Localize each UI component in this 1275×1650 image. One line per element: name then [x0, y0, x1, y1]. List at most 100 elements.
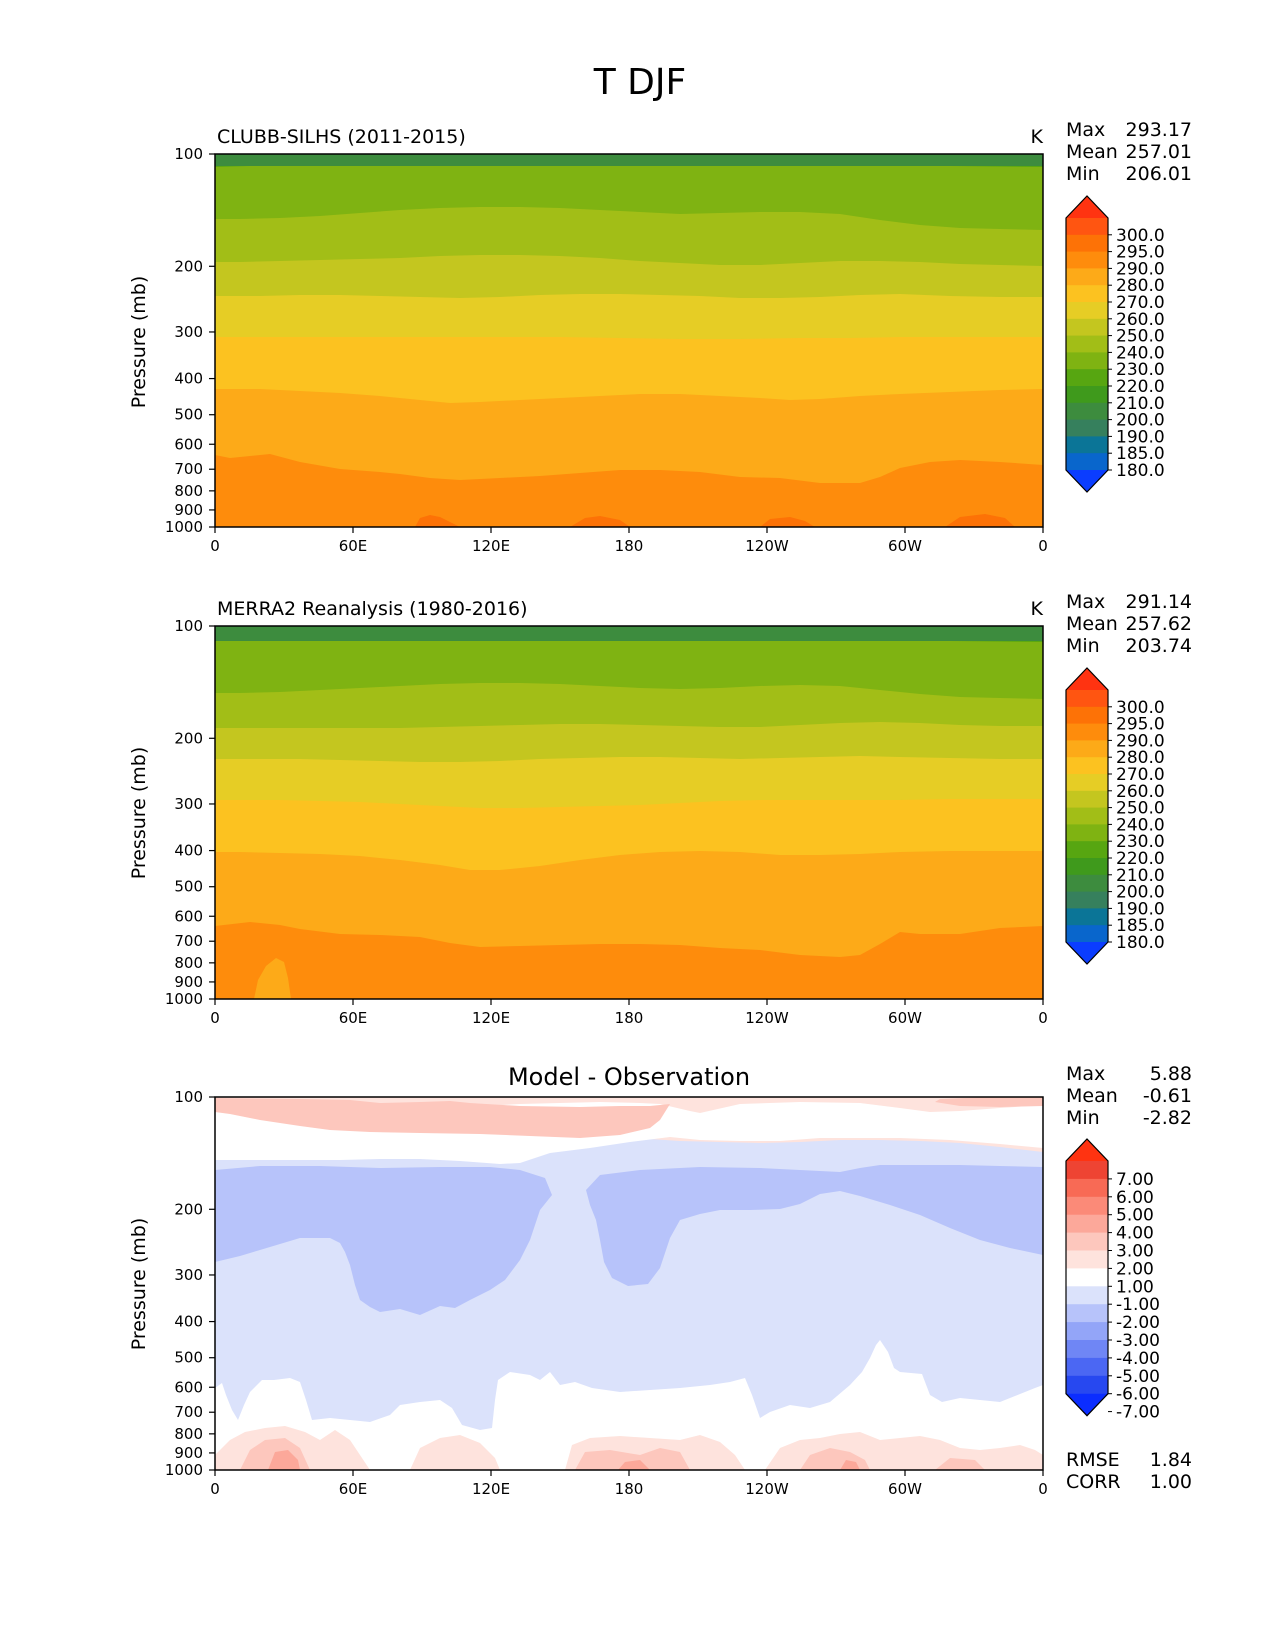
colorbar-swatch	[1066, 1340, 1108, 1359]
contour-field	[215, 626, 1043, 999]
colorbar-label: -3.00	[1116, 1331, 1160, 1351]
colorbar-swatch	[1066, 1357, 1108, 1377]
colorbar-swatch	[1066, 218, 1108, 236]
units-label: K	[1031, 598, 1044, 620]
colorbar-extend-max	[1066, 196, 1108, 218]
colorbar-swatch	[1066, 925, 1108, 943]
colorbar-label: -2.00	[1116, 1313, 1160, 1333]
colorbar-label: 290.0	[1116, 259, 1165, 279]
band-200-210	[215, 626, 1043, 641]
colorbar-label: 190.0	[1116, 899, 1165, 919]
colorbar-label: 6.00	[1116, 1188, 1154, 1208]
colorbar-swatch	[1066, 1286, 1108, 1305]
stat-min-value: -2.82	[1143, 1107, 1192, 1129]
y-axis-label: Pressure (mb)	[128, 747, 150, 880]
metric-corr-label: CORR	[1066, 1471, 1121, 1493]
colorbar-label: 180.0	[1116, 933, 1165, 953]
stat-max-label: Max	[1066, 119, 1105, 141]
x-tick-label: 120W	[745, 1480, 789, 1498]
colorbar-swatch	[1066, 251, 1108, 269]
x-axis: 0 60E 120E 180 120W 60W 0	[210, 999, 1048, 1027]
colorbar-swatch	[1066, 1268, 1108, 1287]
stat-mean-label: Mean	[1066, 613, 1118, 635]
colorbar-extend-min	[1066, 470, 1108, 492]
stat-max-label: Max	[1066, 591, 1105, 613]
y-tick-label: 100	[174, 617, 203, 635]
y-tick-label: 800	[174, 1425, 203, 1443]
y-tick-label: 500	[174, 1349, 203, 1367]
stat-min-label: Min	[1066, 1107, 1100, 1129]
colorbar-label: 210.0	[1116, 394, 1165, 414]
y-tick-label: 200	[174, 257, 203, 275]
x-tick-label: 60E	[339, 537, 368, 555]
stat-mean-label: Mean	[1066, 1085, 1118, 1107]
colorbar-label: 260.0	[1116, 310, 1165, 330]
colorbar-swatch	[1066, 1375, 1108, 1395]
colorbar-label: 295.0	[1116, 715, 1165, 735]
y-tick-label: 300	[174, 323, 203, 341]
stat-min-value: 203.74	[1126, 635, 1192, 657]
y-axis-label: Pressure (mb)	[128, 276, 150, 409]
metrics-box: RMSE 1.84 CORR 1.00	[1066, 1449, 1192, 1493]
colorbar-label: 185.0	[1116, 444, 1165, 464]
colorbar-label: 5.00	[1116, 1206, 1154, 1226]
panel-title: MERRA2 Reanalysis (1980-2016)	[217, 598, 528, 620]
x-tick-label: 60E	[339, 1009, 368, 1027]
units-label: K	[1031, 126, 1044, 148]
colorbar-swatch	[1066, 386, 1108, 404]
x-tick-label: 60W	[888, 1480, 922, 1498]
stat-max-value: 291.14	[1126, 591, 1192, 613]
x-tick-label: 60W	[888, 1009, 922, 1027]
band-neg3-neg2	[215, 1165, 1043, 1315]
y-tick-label: 800	[174, 954, 203, 972]
y-tick-label: 600	[174, 907, 203, 925]
stat-mean-label: Mean	[1066, 141, 1118, 163]
colorbar-swatch	[1066, 706, 1108, 725]
y-tick-label: 200	[174, 1200, 203, 1218]
metric-corr-value: 1.00	[1150, 1471, 1192, 1493]
y-tick-label: 700	[174, 460, 203, 478]
stat-max-value: 5.88	[1150, 1063, 1192, 1085]
colorbar-swatch	[1066, 335, 1108, 353]
stat-min-label: Min	[1066, 635, 1100, 657]
colorbar-label: 210.0	[1116, 866, 1165, 886]
colorbar-swatch	[1066, 402, 1108, 421]
panel-title: CLUBB-SILHS (2011-2015)	[217, 126, 466, 148]
colorbar-swatch	[1066, 1214, 1108, 1234]
colorbar-swatch	[1066, 908, 1108, 926]
colorbar: 7.006.005.004.003.002.001.00-1.00-2.00-3…	[1065, 1138, 1160, 1423]
y-tick-label: 300	[174, 795, 203, 813]
metric-rmse-label: RMSE	[1066, 1449, 1120, 1471]
y-tick-label: 700	[174, 1403, 203, 1421]
colorbar-swatch	[1066, 824, 1108, 842]
x-tick-label: 0	[1038, 1480, 1048, 1498]
colorbar-swatch	[1066, 690, 1108, 708]
colorbar-swatch	[1066, 1232, 1108, 1251]
colorbar-swatch	[1066, 268, 1108, 286]
colorbar-label: 200.0	[1116, 411, 1165, 431]
colorbar-swatch	[1066, 234, 1108, 253]
colorbar-label: -7.00	[1116, 1403, 1160, 1423]
colorbar-label: 4.00	[1116, 1224, 1154, 1244]
colorbar-swatch	[1066, 874, 1108, 893]
colorbar-swatch	[1066, 302, 1108, 320]
colorbar-label: 1.00	[1116, 1277, 1154, 1297]
x-tick-label: 180	[615, 537, 644, 555]
colorbar-label: -6.00	[1116, 1385, 1160, 1405]
band-220-230	[215, 626, 1043, 699]
metric-rmse-value: 1.84	[1150, 1449, 1192, 1471]
colorbar-label: 270.0	[1116, 765, 1165, 785]
colorbar-label: 7.00	[1116, 1170, 1154, 1190]
x-tick-label: 120E	[472, 537, 510, 555]
colorbar-label: 250.0	[1116, 327, 1165, 347]
colorbar-swatch	[1066, 807, 1108, 825]
figure-title: T DJF	[593, 62, 686, 103]
contour-field	[215, 1097, 1043, 1470]
colorbar-label: 240.0	[1116, 343, 1165, 363]
stats-box: Max 293.17 Mean 257.01 Min 206.01	[1066, 119, 1192, 185]
colorbar-swatch	[1066, 723, 1108, 741]
y-tick-label: 900	[174, 973, 203, 991]
colorbar-swatch	[1066, 790, 1108, 809]
band-290-295	[415, 514, 1015, 527]
